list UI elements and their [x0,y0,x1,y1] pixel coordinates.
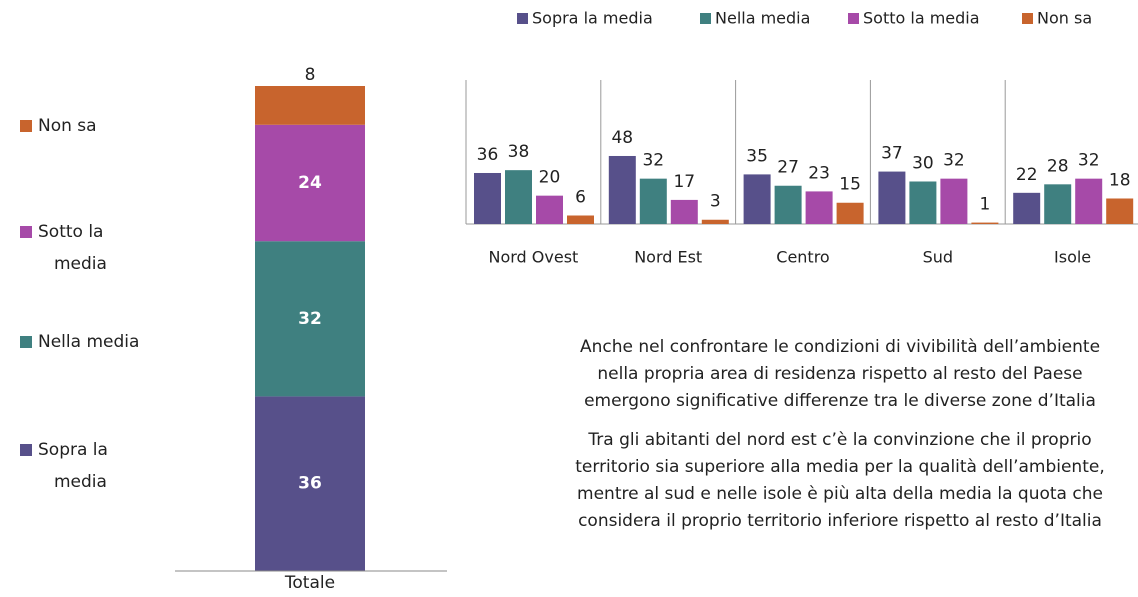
bar [701,219,729,224]
x-tick-label: Isole [1054,248,1091,267]
value-label: 30 [912,153,934,173]
legend-swatch [20,226,32,238]
paragraph-line: territorio sia superiore alla media per … [575,457,1104,477]
legend-swatch [700,13,711,24]
legend-item: Sotto la media [848,9,980,28]
value-label: 27 [777,158,799,178]
legend-label: Nella media [715,9,810,28]
value-label: 20 [539,168,561,188]
paragraph-line: nella propria area di residenza rispetto… [597,364,1082,384]
bar [536,195,563,224]
bar [639,178,667,224]
value-label: 15 [839,175,861,195]
value-label: 32 [943,151,965,171]
value-label: 6 [575,187,586,207]
bar-segment [255,396,365,571]
legend-label: Sopra la media [38,440,113,492]
legend-swatch [20,120,32,132]
value-label: 3 [710,192,721,212]
value-label: 8 [305,65,316,85]
bar [1106,198,1134,224]
value-label: 18 [1109,170,1131,190]
legend-swatch [517,13,528,24]
value-label: 32 [642,151,664,171]
legend-swatch [20,444,32,456]
bar [774,185,802,224]
legend-line: media [54,472,107,492]
value-label: 38 [508,142,530,162]
legend-item: Non sa [20,116,97,136]
value-label: 32 [298,309,322,329]
paragraph-line: Tra gli abitanti del nord est c’è la con… [587,430,1091,450]
x-tick-label: Centro [776,248,829,267]
legend-item: Nella media [700,9,810,28]
bar [940,178,968,224]
bar [608,155,636,224]
legend-label: Non sa [38,116,97,136]
paragraph-line: mentre al sud e nelle isole è più alta d… [577,484,1103,504]
legend-label: Nella media [38,332,139,352]
bar [1013,192,1041,224]
paragraph-line: Anche nel confrontare le condizioni di v… [580,337,1100,357]
legend-item: Nella media [20,332,139,352]
legend-item: Non sa [1022,9,1092,28]
value-label: 36 [298,474,322,494]
legend-swatch [20,336,32,348]
legend-label: Sotto la media [863,9,980,28]
legend-label: Sotto la media [38,222,109,274]
legend-line: Sotto la [38,222,109,242]
legend-swatch [848,13,859,24]
bar [909,181,937,224]
bar [836,202,864,224]
legend-item: Sotto la media [20,222,109,274]
bar-segment [255,241,365,397]
x-tick-label: Sud [923,248,953,267]
bar [878,171,906,224]
value-label: 17 [673,172,695,192]
bar [474,172,501,224]
bar [670,199,698,224]
legend-item: Sopra la media [20,440,113,492]
bar-segment [255,124,365,242]
value-label: 22 [1016,165,1038,185]
legend-swatch [1022,13,1033,24]
value-label: 48 [611,128,633,148]
value-label: 24 [298,173,322,193]
value-label: 23 [808,163,830,183]
x-tick-label: Totale [284,573,335,593]
legend-item: Sopra la media [517,9,653,28]
legend-line: Sopra la [38,440,113,460]
bar [1075,178,1103,224]
legend-label: Sopra la media [532,9,653,28]
x-tick-label: Nord Ovest [488,248,578,267]
value-label: 35 [746,146,768,166]
value-label: 1 [979,195,990,215]
x-tick-label: Nord Est [634,248,702,267]
bar [971,222,999,224]
bar-segment [255,86,365,125]
bar [743,174,771,224]
bar [805,191,833,224]
paragraph-line: considera il proprio territorio inferior… [578,511,1102,531]
bar [505,170,532,224]
value-label: 28 [1047,156,1069,176]
bar [567,215,594,224]
value-label: 37 [881,144,903,164]
value-label: 36 [477,145,499,165]
legend-line: media [54,254,107,274]
bar [1044,184,1072,224]
legend-label: Non sa [1037,9,1092,28]
value-label: 32 [1078,151,1100,171]
paragraph-line: emergono significative differenze tra le… [584,391,1096,411]
